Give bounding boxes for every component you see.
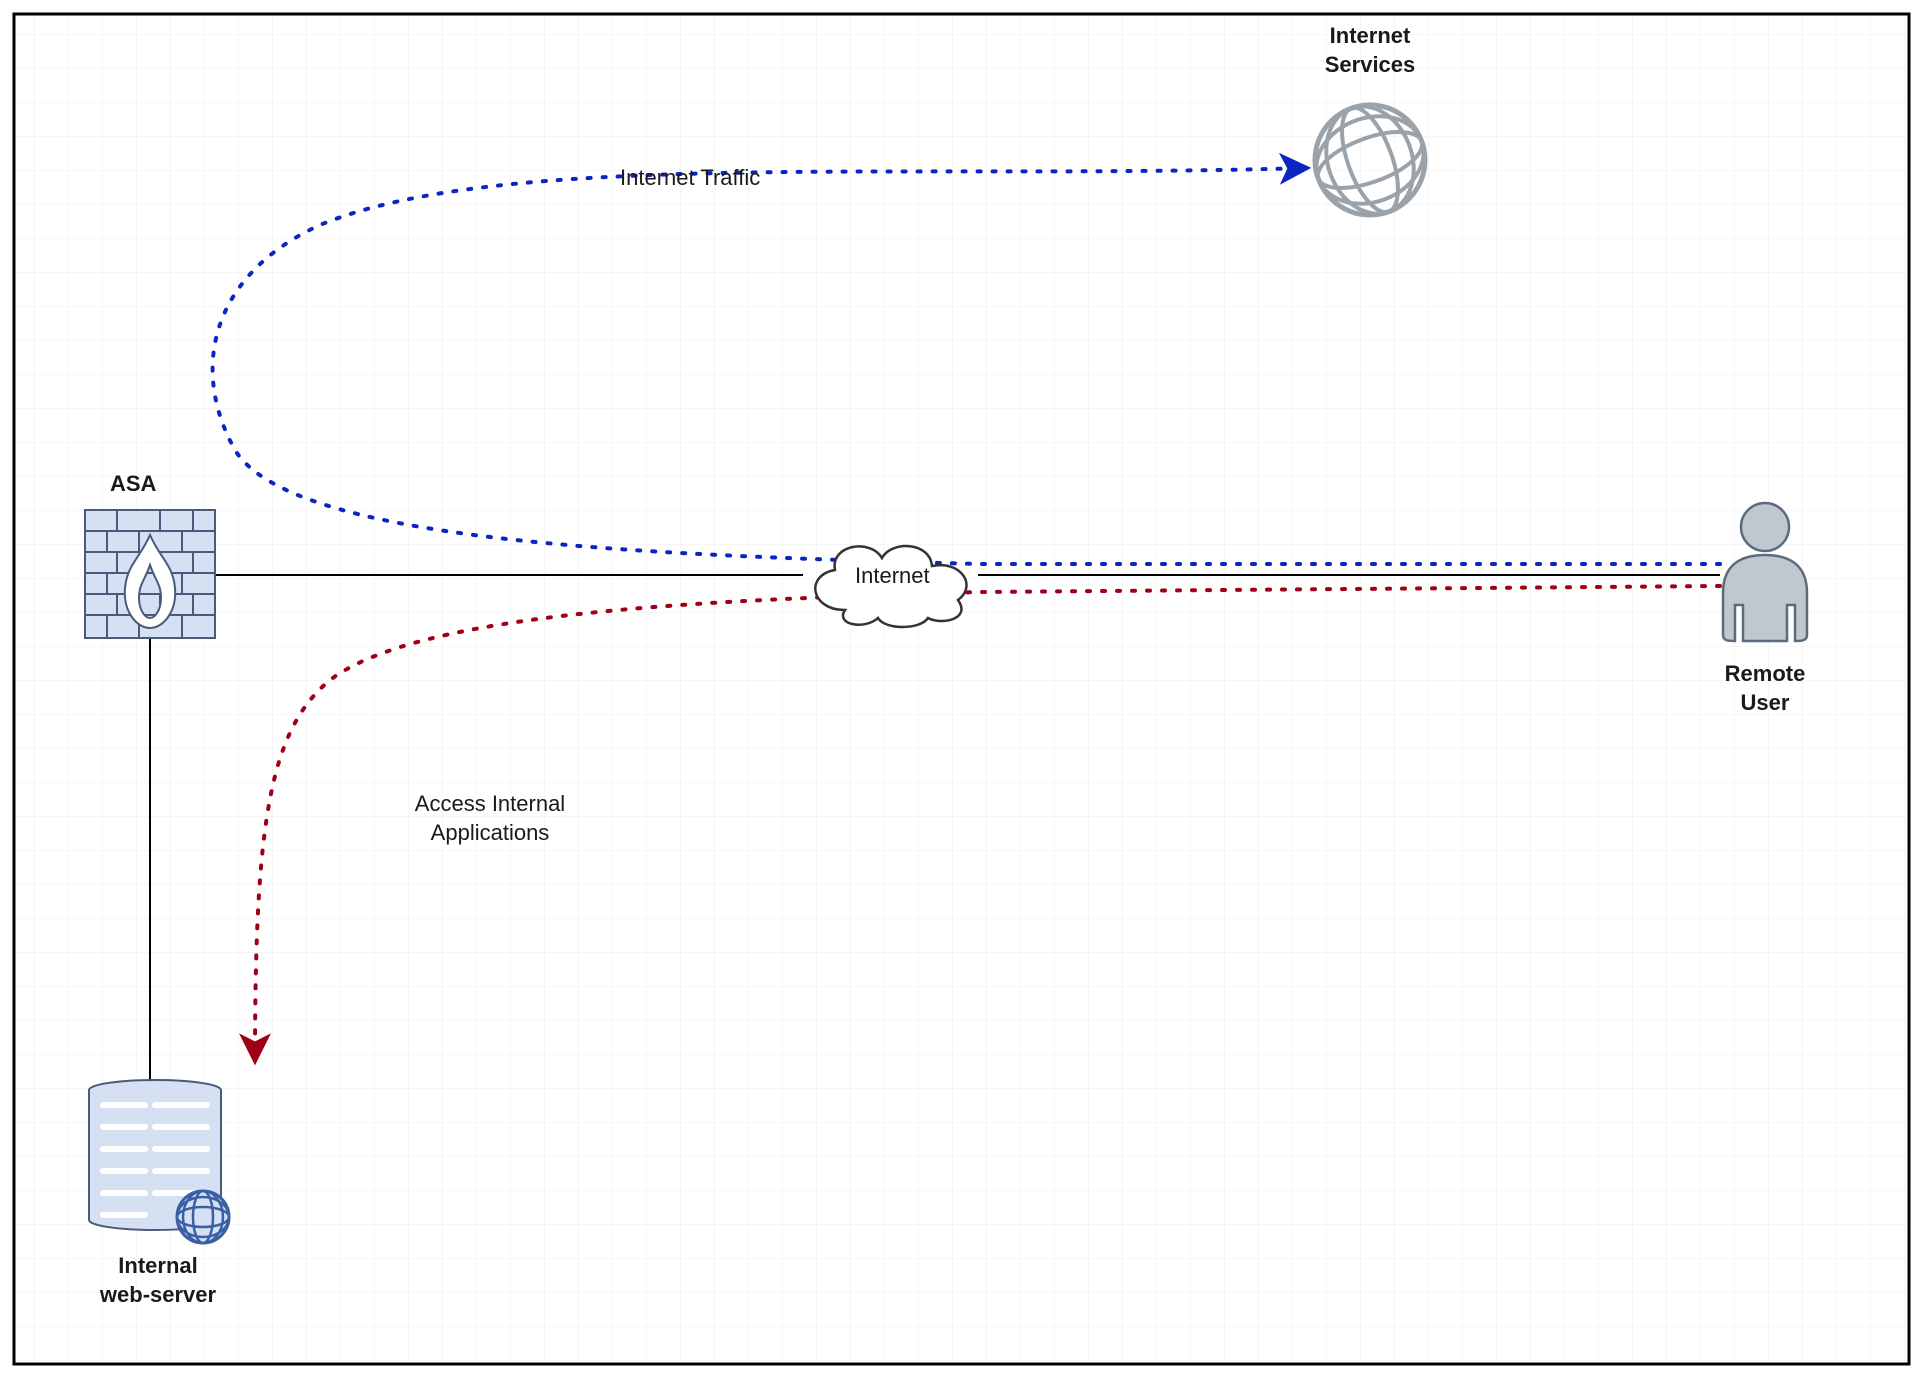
diagram-canvas: ASA Internet Internet Services Remote Us… [0, 0, 1923, 1378]
label-internet: Internet [855, 562, 930, 591]
firewall-icon [85, 510, 215, 638]
label-access-internal: Access Internal Applications [395, 790, 585, 847]
diagram-svg [0, 0, 1923, 1378]
server-icon [89, 1080, 229, 1243]
label-remote-user: Remote User [1710, 660, 1820, 717]
label-internet-traffic: Internet Traffic [620, 164, 760, 193]
label-asa: ASA [110, 470, 156, 499]
label-internal-server: Internal web-server [78, 1252, 238, 1309]
label-internet-services: Internet Services [1300, 22, 1440, 79]
